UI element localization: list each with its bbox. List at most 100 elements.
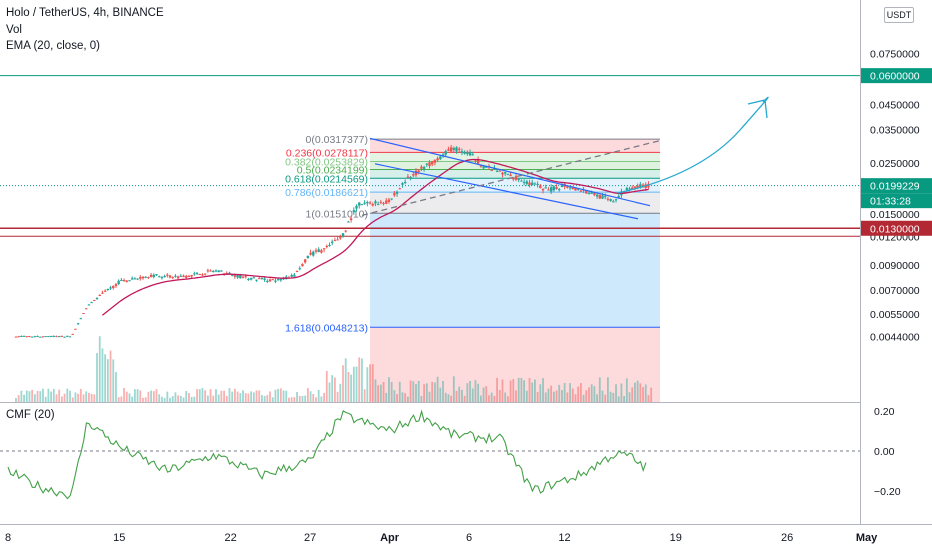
volume-bar bbox=[298, 396, 301, 402]
volume-bar bbox=[493, 395, 496, 402]
volume-bar bbox=[366, 367, 369, 402]
candle-body bbox=[385, 200, 388, 204]
candle-body bbox=[633, 186, 637, 189]
volume-bar bbox=[42, 388, 44, 402]
volume-bar bbox=[142, 397, 144, 402]
candle-body bbox=[274, 280, 277, 282]
candle-body bbox=[604, 196, 607, 198]
channel-lower-line bbox=[374, 163, 639, 220]
price-tick-label: 0.0090000 bbox=[870, 260, 920, 272]
candle-body bbox=[547, 189, 550, 191]
candle-body bbox=[614, 199, 618, 201]
currency-button[interactable]: USDT bbox=[884, 7, 914, 23]
candle-body bbox=[576, 188, 580, 190]
volume-legend[interactable]: Vol bbox=[6, 24, 22, 36]
time-tick-label: 22 bbox=[224, 532, 236, 544]
volume-bar bbox=[636, 380, 639, 402]
candle-body bbox=[93, 299, 96, 301]
volume-bar bbox=[452, 376, 455, 402]
volume-bar bbox=[66, 388, 69, 402]
candle-body bbox=[106, 288, 110, 290]
projection-arrow bbox=[617, 96, 769, 194]
candle-body bbox=[147, 277, 150, 279]
volume-bar bbox=[82, 394, 85, 402]
volume-bar bbox=[623, 395, 626, 402]
candle-body bbox=[531, 182, 534, 186]
candle-body bbox=[455, 147, 458, 152]
volume-bar bbox=[463, 395, 466, 402]
candle-body bbox=[460, 151, 464, 153]
candle-body bbox=[228, 272, 231, 274]
ema-legend[interactable]: EMA (20, close, 0) bbox=[6, 40, 100, 52]
candle-body bbox=[609, 199, 612, 201]
cmf-legend[interactable]: CMF (20) bbox=[6, 409, 55, 421]
candle-body bbox=[639, 184, 642, 188]
time-tick-label: Apr bbox=[380, 532, 400, 544]
candle-body bbox=[293, 274, 296, 277]
candle-body bbox=[309, 252, 312, 255]
candle-body bbox=[68, 336, 72, 338]
candle-body bbox=[198, 273, 201, 275]
candle-body bbox=[587, 193, 591, 195]
candle-body bbox=[536, 183, 539, 185]
badge-countdown bbox=[861, 193, 932, 209]
cmf-tick-label: 0.20 bbox=[874, 406, 895, 418]
volume-bar bbox=[534, 379, 536, 402]
volume-bar bbox=[555, 390, 558, 402]
volume-bar bbox=[477, 383, 480, 402]
volume-bar bbox=[152, 391, 155, 402]
candle-body bbox=[98, 295, 101, 297]
candle-body bbox=[255, 279, 258, 281]
volume-bar bbox=[347, 371, 350, 402]
time-tick-label: 6 bbox=[466, 532, 472, 544]
candle-body bbox=[463, 152, 466, 154]
volume-bar bbox=[244, 393, 247, 402]
volume-bar bbox=[304, 395, 307, 402]
volume-bar bbox=[371, 364, 374, 402]
candle-body bbox=[179, 275, 183, 277]
volume-bar bbox=[639, 383, 642, 402]
candle-body bbox=[120, 279, 123, 281]
volume-bar bbox=[144, 397, 147, 402]
volume-bar bbox=[628, 392, 631, 402]
volume-bar bbox=[263, 395, 266, 402]
volume-bar bbox=[593, 386, 596, 402]
candle-body bbox=[555, 187, 558, 190]
volume-bar bbox=[215, 389, 217, 402]
volume-bar bbox=[334, 377, 336, 402]
volume-bar bbox=[415, 384, 417, 402]
candle-body bbox=[503, 172, 507, 174]
candle-body bbox=[233, 274, 237, 277]
volume-bar bbox=[331, 375, 334, 402]
candle-body bbox=[320, 250, 323, 253]
chart-title[interactable]: Holo / TetherUS, 4h, BINANCE bbox=[6, 7, 164, 19]
volume-bar bbox=[36, 391, 39, 402]
candle-body bbox=[209, 270, 212, 272]
candle-body bbox=[133, 278, 137, 280]
candle-body bbox=[85, 308, 88, 310]
fib-label-6: 1(0.0151010) bbox=[306, 208, 368, 220]
badge-line_060 bbox=[861, 68, 932, 84]
price-tick-label: 0.0250000 bbox=[870, 158, 920, 170]
candle-body bbox=[176, 276, 180, 279]
volume-bar bbox=[423, 384, 426, 402]
candle-body bbox=[374, 201, 377, 204]
volume-bar bbox=[328, 382, 331, 402]
volume-bar bbox=[47, 388, 50, 402]
candle-body bbox=[382, 202, 385, 204]
volume-bar bbox=[344, 358, 347, 402]
volume-bar bbox=[498, 389, 501, 402]
candle-body bbox=[36, 335, 39, 337]
volume-bar bbox=[166, 391, 169, 402]
candle-body bbox=[317, 249, 320, 253]
volume-bar bbox=[212, 395, 215, 402]
volume-bar bbox=[504, 392, 507, 402]
fib-zone-2 bbox=[370, 161, 660, 170]
volume-bar bbox=[496, 377, 498, 402]
candle-body bbox=[552, 186, 556, 191]
candle-body bbox=[347, 221, 350, 223]
volume-bar bbox=[77, 393, 80, 402]
volume-bar bbox=[450, 395, 453, 402]
candle-body bbox=[344, 230, 347, 232]
